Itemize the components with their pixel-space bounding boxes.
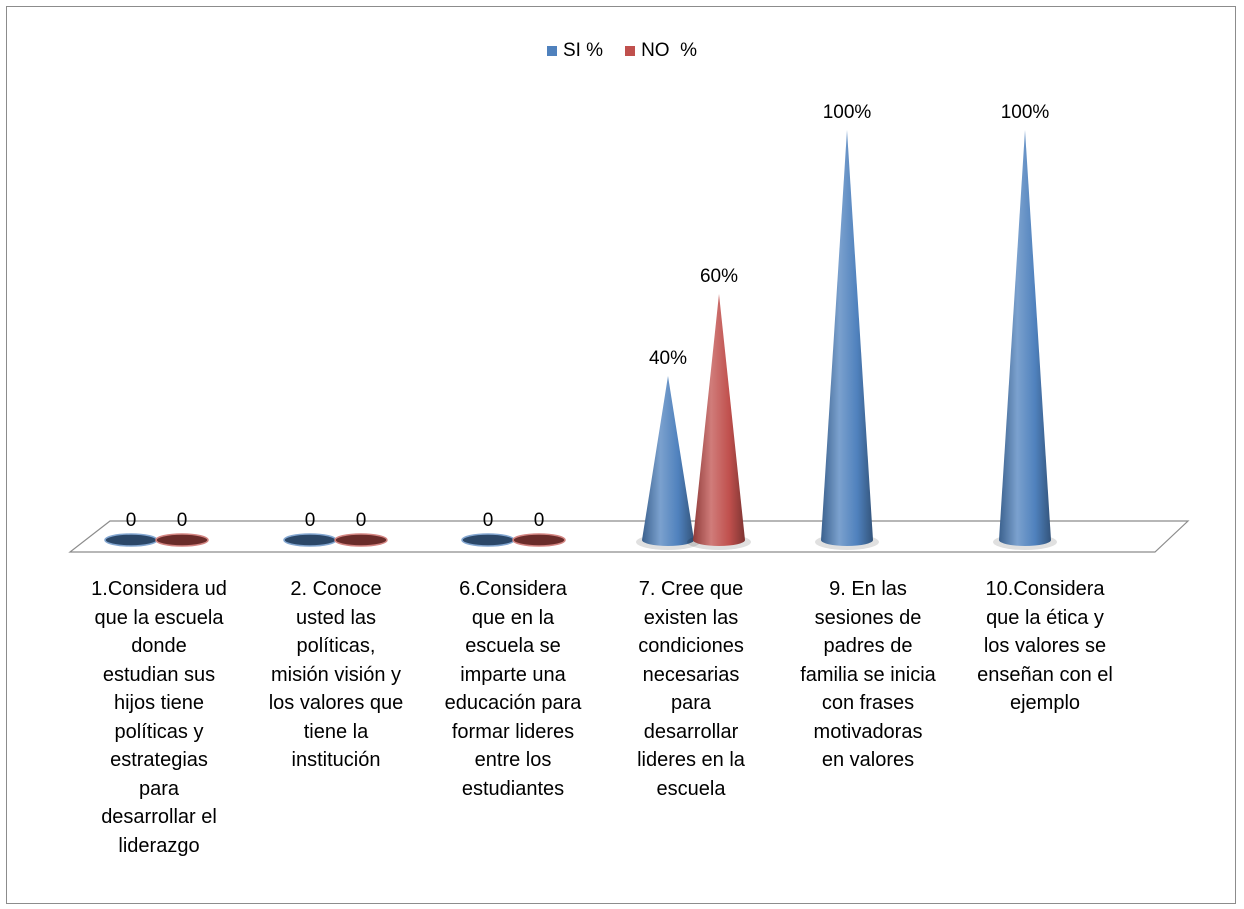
data-label-no-cat-4: 60% bbox=[700, 266, 738, 287]
legend-item-si: SI % bbox=[546, 40, 604, 62]
data-labels: 0 0 0 40% 100% 100% 0 0 0 60% bbox=[126, 102, 1050, 531]
cone-mark-no-cat-1 bbox=[155, 533, 209, 547]
category-label-3: 6.Considera que en la escuela se imparte… bbox=[444, 578, 582, 800]
data-label-si-cat-5: 100% bbox=[823, 102, 872, 123]
legend-item-no: NO % bbox=[625, 40, 697, 62]
category-label-5: 9. En las sesiones de padres de familia … bbox=[800, 578, 936, 771]
legend-swatch-no bbox=[625, 46, 636, 56]
cone-mark-si-cat-3 bbox=[461, 533, 515, 547]
legend-label-si: SI % bbox=[562, 40, 604, 61]
data-label-si-cat-4: 40% bbox=[649, 348, 687, 369]
legend: SI % NO % bbox=[0, 40, 1244, 62]
category-label-4: 7. Cree que existen las condiciones nece… bbox=[637, 578, 745, 800]
data-label-no-cat-2: 0 bbox=[356, 510, 367, 531]
cone-mark-no-cat-3 bbox=[512, 533, 566, 547]
chart-marks bbox=[104, 130, 1057, 550]
cone-mark-si-cat-6 bbox=[993, 130, 1057, 550]
data-label-si-cat-1: 0 bbox=[126, 510, 137, 531]
data-label-si-cat-3: 0 bbox=[483, 510, 494, 531]
cone-mark-si-cat-1 bbox=[104, 533, 158, 547]
data-label-no-cat-3: 0 bbox=[534, 510, 545, 531]
category-label-6: 10.Considera que la ética y los valores … bbox=[977, 578, 1113, 714]
data-label-no-cat-1: 0 bbox=[177, 510, 188, 531]
legend-swatch-si bbox=[546, 46, 557, 56]
data-label-si-cat-6: 100% bbox=[1001, 102, 1050, 123]
category-label-1: 1.Considera ud que la escuela donde estu… bbox=[91, 578, 227, 857]
cone-mark-si-cat-2 bbox=[283, 533, 337, 547]
legend-label-no: NO % bbox=[641, 40, 698, 61]
category-label-2: 2. Conoce usted las políticas, misión vi… bbox=[268, 578, 404, 771]
cone-mark-no-cat-4 bbox=[687, 294, 751, 550]
cone-mark-si-cat-5 bbox=[815, 130, 879, 550]
data-label-si-cat-2: 0 bbox=[305, 510, 316, 531]
cone-mark-si-cat-4 bbox=[636, 376, 700, 550]
cone-mark-no-cat-2 bbox=[334, 533, 388, 547]
